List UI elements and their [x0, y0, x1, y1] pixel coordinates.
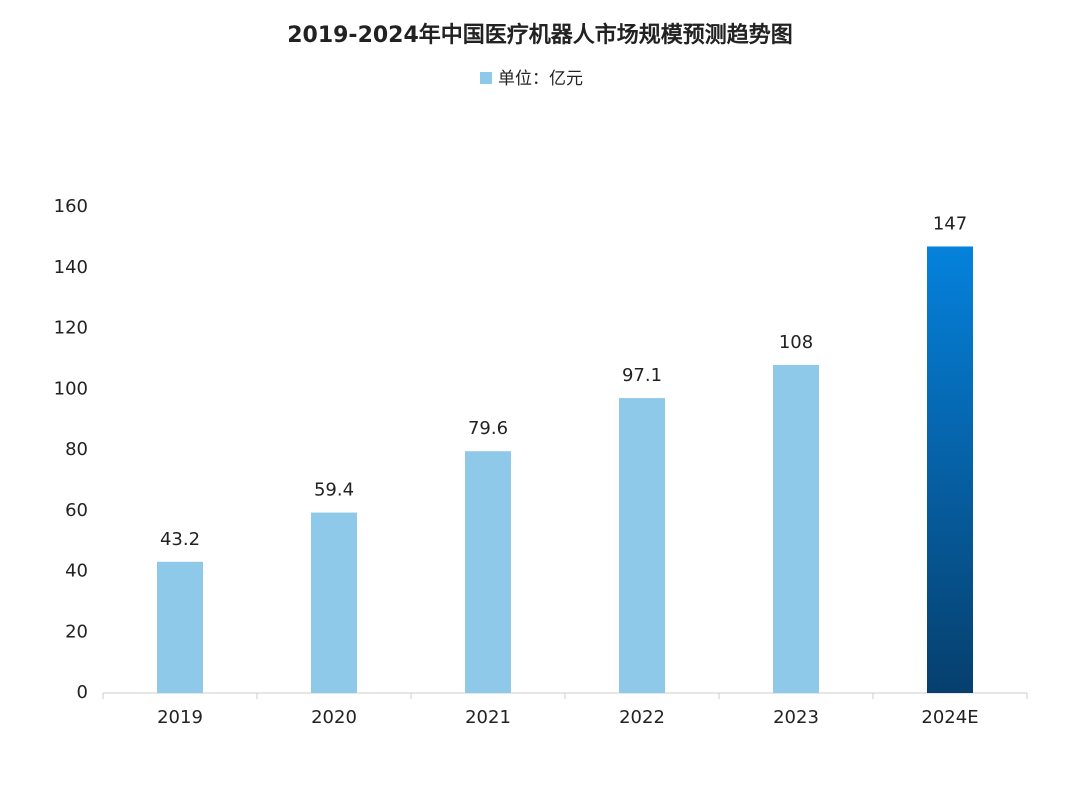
- value-label: 59.4: [314, 480, 354, 501]
- y-tick-label: 0: [77, 682, 88, 703]
- value-label: 147: [933, 213, 967, 234]
- legend-swatch: [480, 72, 492, 84]
- bar: [465, 451, 511, 693]
- value-label: 79.6: [468, 418, 508, 439]
- x-tick-label: 2020: [311, 707, 357, 728]
- y-tick-label: 40: [65, 561, 88, 582]
- bar: [311, 512, 357, 693]
- x-tick-label: 2023: [773, 707, 819, 728]
- chart-title: 2019-2024年中国医疗机器人市场规模预测趋势图: [287, 22, 793, 48]
- y-tick-label: 80: [65, 439, 88, 460]
- x-tick-label: 2019: [157, 707, 203, 728]
- x-tick-label: 2024E: [921, 707, 978, 728]
- x-tick-label: 2021: [465, 707, 511, 728]
- value-label: 108: [779, 332, 813, 353]
- y-tick-label: 60: [65, 500, 88, 521]
- legend-label: 单位：亿元: [498, 69, 583, 89]
- value-label: 97.1: [622, 365, 662, 386]
- y-tick-label: 100: [54, 378, 88, 399]
- y-tick-label: 160: [54, 196, 88, 217]
- x-tick-label: 2022: [619, 707, 665, 728]
- bar: [927, 246, 973, 694]
- y-tick-label: 20: [65, 621, 88, 642]
- bar: [157, 561, 203, 693]
- value-label: 43.2: [160, 529, 200, 550]
- bar: [619, 398, 665, 693]
- y-tick-label: 120: [54, 318, 88, 339]
- y-tick-label: 140: [54, 257, 88, 278]
- bar: [773, 364, 819, 693]
